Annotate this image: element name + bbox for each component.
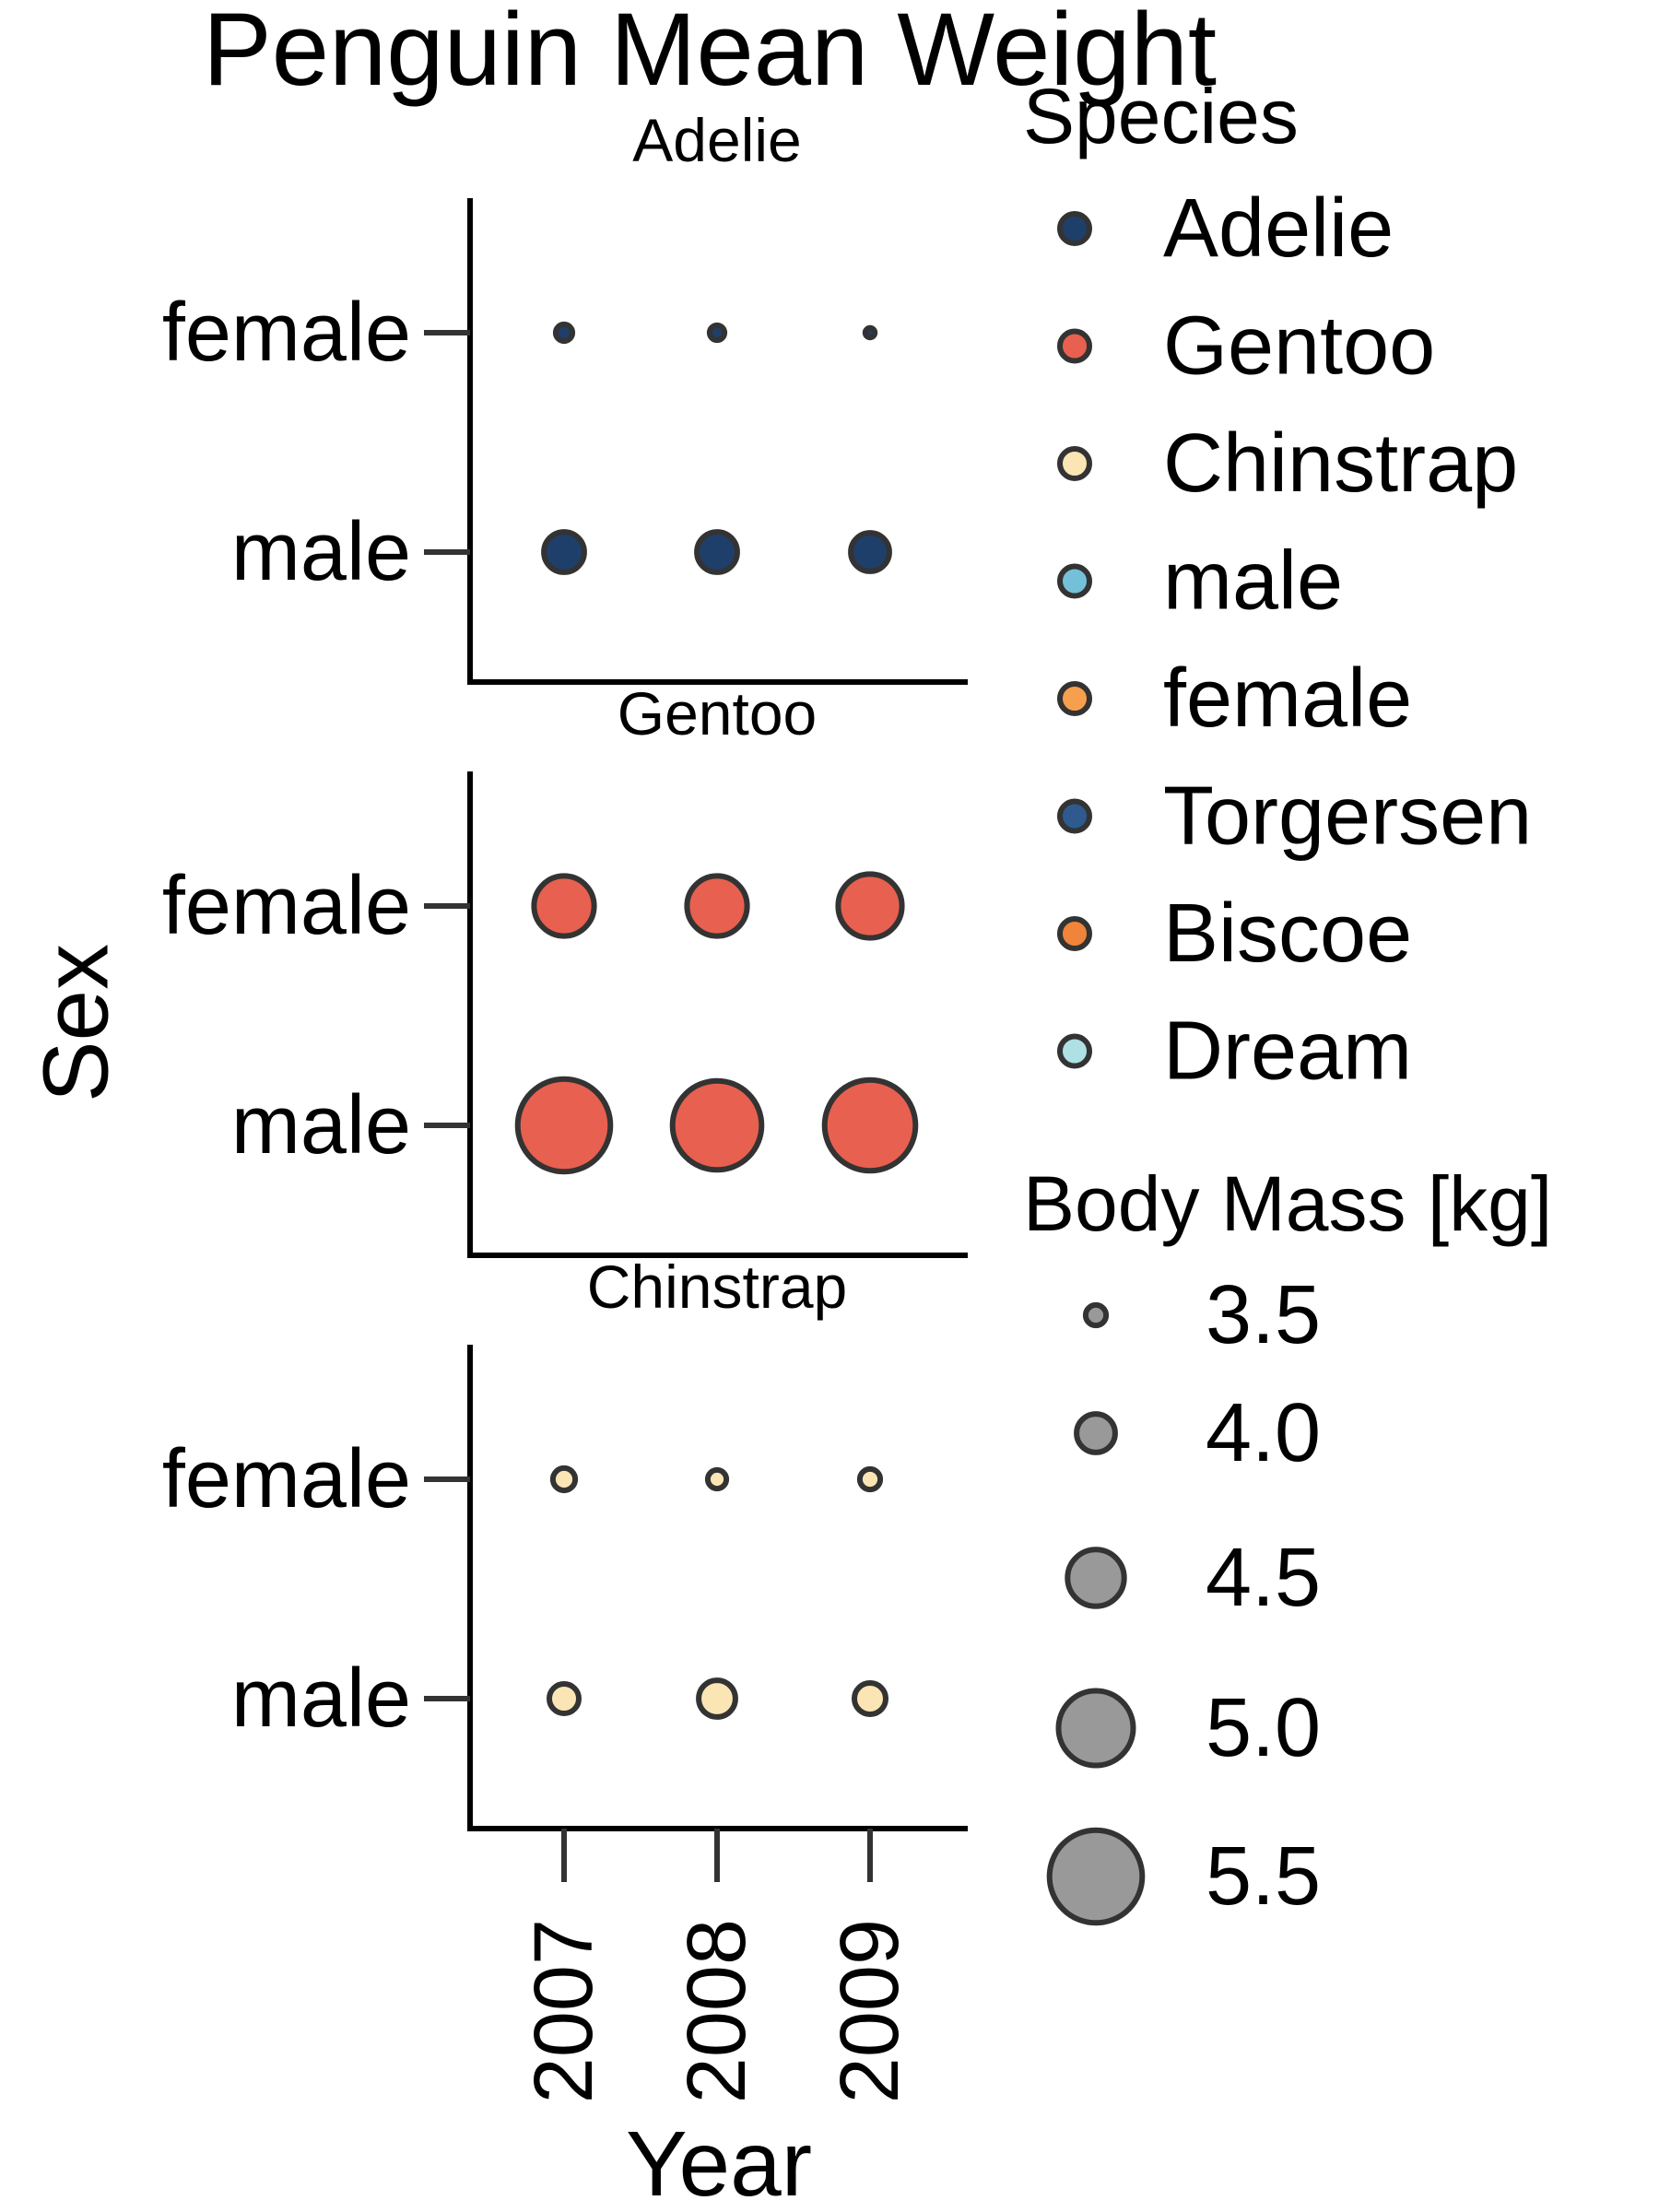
point-gentoo-female-2008 xyxy=(684,873,750,939)
legend-label-adelie: Adelie xyxy=(1163,182,1394,275)
size-legend-label-4-0: 4.0 xyxy=(1206,1387,1321,1479)
axis-lines xyxy=(467,1345,968,1831)
size-legend-title: Body Mass [kg] xyxy=(1023,1160,1552,1247)
point-adelie-male-2007 xyxy=(541,529,587,575)
species-legend: Species Adelie Gentoo Chinstrap male female To… xyxy=(1023,73,1532,1098)
y-tick-label-male: male xyxy=(231,506,411,598)
point-adelie-female-2007 xyxy=(552,321,576,345)
x-tick-label-2009: 2009 xyxy=(824,1919,916,2103)
y-tick-label-female: female xyxy=(162,1433,411,1525)
size-legend-marker-5-5 xyxy=(1046,1827,1146,1926)
legend-marker-dream xyxy=(1057,1033,1092,1069)
panel-adelie: Adelie female male xyxy=(162,106,968,685)
panel-chinstrap: Chinstrap female male xyxy=(162,1253,968,1831)
point-chinstrap-female-2007 xyxy=(549,1465,579,1494)
legend-label-gentoo: Gentoo xyxy=(1163,300,1435,393)
axis-lines xyxy=(467,198,968,685)
axis-lines xyxy=(467,771,968,1258)
legend-marker-gentoo xyxy=(1057,328,1092,364)
legend-label-torgersen: Torgersen xyxy=(1163,771,1532,863)
size-legend-marker-4-0 xyxy=(1074,1411,1118,1455)
size-legend-label-5-0: 5.0 xyxy=(1206,1682,1321,1774)
legend-marker-female xyxy=(1057,681,1092,716)
point-gentoo-male-2007 xyxy=(514,1076,614,1175)
legend-label-biscoe: Biscoe xyxy=(1163,888,1412,980)
legend-marker-chinstrap xyxy=(1057,446,1092,481)
body-mass-legend: Body Mass [kg] 3.5 4.0 4.5 5.0 5.5 xyxy=(1023,1160,1552,1926)
size-legend-label-4-5: 4.5 xyxy=(1206,1532,1321,1624)
legend-marker-torgersen xyxy=(1057,798,1092,834)
x-axis-label: Year xyxy=(626,2112,812,2212)
legend-marker-adelie xyxy=(1057,211,1092,246)
size-legend-marker-3-5 xyxy=(1082,1301,1110,1329)
point-adelie-female-2008 xyxy=(706,322,728,344)
size-legend-marker-5-0 xyxy=(1055,1688,1136,1769)
x-axis-ticks: 2007 2008 2009 xyxy=(518,1829,916,2103)
legend-label-chinstrap: Chinstrap xyxy=(1163,418,1518,510)
legend-label-dream: Dream xyxy=(1163,1006,1412,1098)
legend-label-male: male xyxy=(1163,535,1343,628)
panel-title-adelie: Adelie xyxy=(632,106,801,174)
point-adelie-male-2009 xyxy=(848,530,892,574)
y-tick-label-female: female xyxy=(162,860,411,952)
point-gentoo-male-2008 xyxy=(669,1077,765,1173)
chart-title: Penguin Mean Weight xyxy=(203,0,1217,107)
legend-marker-male xyxy=(1057,563,1092,599)
y-tick-label-male: male xyxy=(231,1653,411,1745)
size-legend-marker-4-5 xyxy=(1065,1547,1127,1609)
y-tick-label-male: male xyxy=(231,1079,411,1171)
point-chinstrap-male-2009 xyxy=(852,1680,888,1717)
panels-group: AdeliefemalemaleGentoofemalemaleChinstra… xyxy=(162,106,968,2103)
y-axis-label: Sex xyxy=(24,944,127,1102)
panel-gentoo: Gentoo female male xyxy=(162,679,968,1258)
point-chinstrap-female-2008 xyxy=(704,1466,730,1492)
legend-marker-biscoe xyxy=(1057,916,1092,951)
size-legend-label-3-5: 3.5 xyxy=(1206,1269,1321,1361)
point-adelie-female-2009 xyxy=(862,324,878,341)
x-tick-label-2007: 2007 xyxy=(518,1919,610,2103)
legend-title: Species xyxy=(1023,73,1299,159)
point-gentoo-female-2007 xyxy=(531,873,597,939)
point-gentoo-female-2009 xyxy=(835,871,905,941)
x-tick-label-2008: 2008 xyxy=(671,1919,763,2103)
point-chinstrap-male-2008 xyxy=(696,1677,738,1720)
y-tick-label-female: female xyxy=(162,287,411,379)
point-gentoo-male-2009 xyxy=(821,1077,919,1174)
legend-label-female: female xyxy=(1163,653,1412,745)
size-legend-label-5-5: 5.5 xyxy=(1206,1830,1321,1923)
point-adelie-male-2008 xyxy=(694,529,740,575)
point-chinstrap-female-2009 xyxy=(856,1465,884,1493)
panel-title-gentoo: Gentoo xyxy=(618,679,818,747)
point-chinstrap-male-2007 xyxy=(547,1681,582,1716)
panel-title-chinstrap: Chinstrap xyxy=(587,1253,847,1321)
